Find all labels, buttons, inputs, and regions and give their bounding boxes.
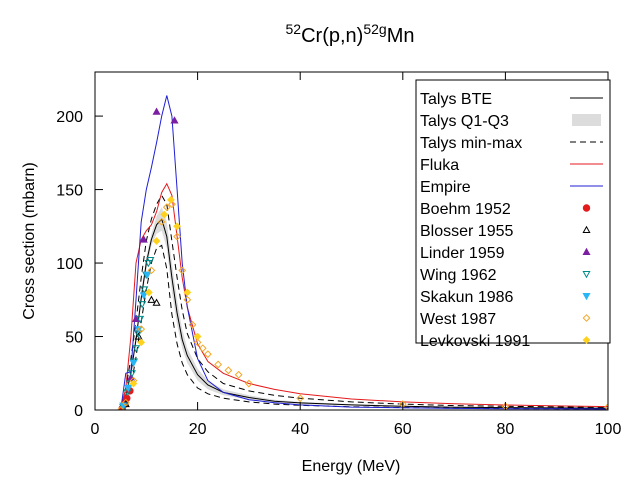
legend-label: Wing 1962 [420, 267, 497, 284]
data-point [244, 379, 253, 388]
legend-label: Boehm 1952 [420, 201, 511, 218]
data-point [138, 301, 147, 309]
title-part: 52g [363, 21, 386, 37]
series-line [120, 194, 608, 410]
data-point [296, 394, 305, 403]
legend-swatch [582, 336, 591, 344]
legend-swatch [582, 270, 591, 279]
data-point [152, 107, 161, 115]
data-point [147, 266, 156, 275]
y-tick-label: 50 [65, 330, 83, 347]
data-point [139, 292, 148, 300]
x-tick-label: 0 [91, 421, 100, 438]
data-point [152, 237, 161, 245]
data-point [203, 350, 212, 359]
data-point [160, 210, 169, 219]
legend-swatch [582, 292, 591, 301]
data-point [168, 200, 176, 209]
legend-label: Fluka [420, 157, 459, 174]
y-tick-label: 0 [74, 403, 83, 420]
data-point [193, 338, 202, 347]
legend-swatch [582, 204, 591, 212]
legend: Talys BTE Talys Q1-Q3 Talys min-max Fluka Em… [420, 91, 603, 350]
chart-title: 52Cr(p,n)52gMn [286, 21, 415, 47]
title-part: Cr(p,n) [301, 25, 363, 47]
series-line [120, 95, 608, 410]
data-point [143, 271, 152, 280]
data-point [147, 295, 156, 303]
data-point [146, 257, 155, 265]
data-point [124, 384, 133, 393]
title-part: Mn [387, 25, 415, 47]
data-point [162, 203, 171, 212]
data-point [127, 370, 136, 378]
data-point [173, 232, 181, 241]
y-tick-label: 200 [56, 109, 83, 126]
legend-label: Talys BTE [420, 91, 492, 108]
data-point [234, 370, 243, 379]
data-point [193, 332, 202, 341]
data-point [198, 344, 207, 353]
data-point [116, 406, 125, 410]
legend-swatch [582, 225, 591, 234]
legend-label: Levkovski 1991 [420, 333, 530, 350]
y-tick-label: 100 [56, 256, 83, 273]
data-point [173, 222, 181, 231]
y-tick-label: 150 [56, 183, 83, 200]
legend-label: Blosser 1955 [420, 223, 513, 240]
legend-label: Skakun 1986 [420, 289, 514, 306]
data-point [129, 379, 138, 388]
data-point [121, 398, 130, 407]
legend-label: West 1987 [420, 311, 496, 328]
legend-swatch [572, 114, 601, 126]
data-point [188, 320, 197, 329]
data-point [140, 286, 149, 294]
data-point [178, 266, 187, 275]
data-point [170, 116, 179, 124]
x-tick-label: 80 [497, 421, 515, 438]
legend-swatch [582, 247, 591, 256]
x-tick-label: 20 [189, 421, 207, 438]
legend-label: Linder 1959 [420, 245, 505, 262]
x-tick-label: 40 [291, 421, 309, 438]
data-point [136, 315, 145, 324]
legend-label: Talys Q1-Q3 [420, 113, 509, 130]
x-axis-label: Energy (MeV) [302, 458, 401, 475]
data-point [134, 332, 143, 340]
data-point [183, 295, 192, 304]
data-point [131, 345, 141, 353]
legend-swatch [582, 314, 591, 322]
legend-label: Empire [420, 179, 471, 196]
data-point [137, 325, 146, 334]
data-point [157, 217, 166, 226]
data-point [183, 288, 192, 297]
data-point [139, 235, 148, 243]
x-tick-label: 100 [595, 421, 622, 438]
data-point [214, 360, 223, 369]
legend-label: Talys min-max [420, 135, 522, 152]
x-tick-label: 60 [394, 421, 412, 438]
data-point [604, 403, 608, 410]
y-axis-label: Cross section (mbarn) [21, 162, 38, 319]
data-point [152, 298, 161, 306]
data-point [129, 359, 138, 368]
data-point [224, 366, 233, 375]
data-point [137, 338, 146, 347]
title-part: 52 [286, 21, 302, 37]
data-point [167, 195, 175, 204]
data-point [144, 288, 153, 297]
